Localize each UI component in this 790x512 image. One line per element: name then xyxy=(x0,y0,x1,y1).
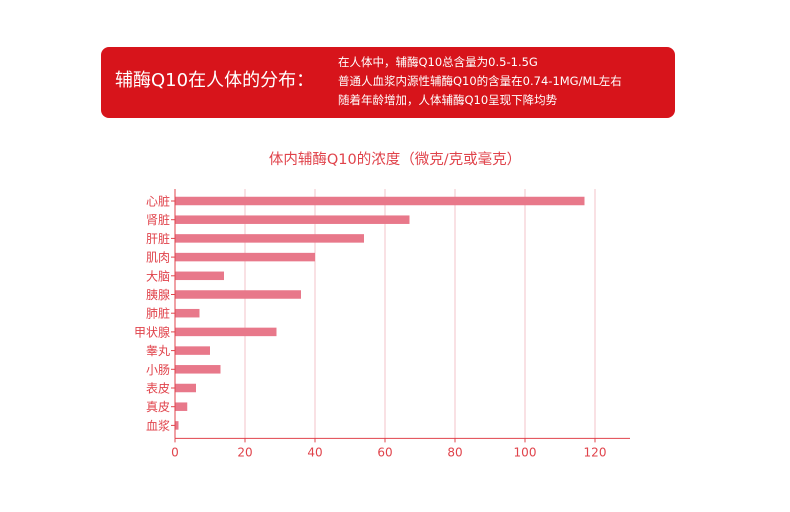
banner-line: 随着年龄增加，人体辅酶Q10呈现下降均势 xyxy=(338,93,558,107)
banner-title: 辅酶Q10在人体的分布： xyxy=(115,70,315,91)
category-label: 小肠 xyxy=(146,363,170,377)
x-tick-label: 0 xyxy=(171,445,179,459)
bar xyxy=(175,365,221,374)
banner-line: 在人体中，辅酶Q10总含量为0.5-1.5G xyxy=(338,55,538,69)
category-label: 大脑 xyxy=(146,269,170,283)
x-tick-label: 60 xyxy=(377,445,392,459)
bar xyxy=(175,383,196,393)
category-label: 肝脏 xyxy=(146,231,170,246)
chart-title: 体内辅酶Q10的浓度（微克/克或毫克） xyxy=(268,152,522,168)
bar xyxy=(175,271,224,281)
banner-text: 在人体中，辅酶Q10总含量为0.5-1.5G 普通人血浆内源性辅酶Q10的含量在… xyxy=(338,53,622,110)
x-tick-label: 120 xyxy=(584,445,607,459)
x-tick-label: 40 xyxy=(307,445,322,459)
category-label: 肌肉 xyxy=(146,251,170,265)
category-label: 睾丸 xyxy=(146,343,170,358)
category-label: 肺脏 xyxy=(146,306,170,321)
category-label: 肾脏 xyxy=(146,212,170,227)
bar xyxy=(175,215,410,224)
labels: 0 20 40 60 80 100 120 心脏肾脏肝脏肌肉大脑胰腺肺脏甲状腺睾丸小肠表皮真皮… xyxy=(134,194,606,460)
category-label: 真皮 xyxy=(146,400,170,414)
grid-lines xyxy=(244,189,596,439)
info-banner: 辅酶Q10在人体的分布： 在人体中，辅酶Q10总含量为0.5-1.5G 普通人血… xyxy=(101,47,675,118)
banner-line: 普通人血浆内源性辅酶Q10的含量在0.74-1MG/ML左右 xyxy=(338,74,622,88)
bar xyxy=(175,308,200,318)
bar xyxy=(175,421,179,430)
category-label: 甲状腺 xyxy=(134,325,170,339)
x-tick-label: 80 xyxy=(447,445,462,459)
bar xyxy=(175,346,210,355)
bar xyxy=(175,234,364,243)
bar xyxy=(175,402,188,411)
bars xyxy=(175,196,585,430)
bar xyxy=(175,252,315,262)
x-tick-label: 100 xyxy=(514,445,537,459)
category-label: 心脏 xyxy=(146,194,170,209)
category-label: 血浆 xyxy=(146,418,170,433)
x-tick-label: 20 xyxy=(237,445,252,459)
axes xyxy=(171,189,630,443)
category-label: 表皮 xyxy=(146,382,170,396)
bar xyxy=(175,196,585,206)
category-label: 胰腺 xyxy=(146,288,170,302)
bar xyxy=(175,290,301,299)
bar xyxy=(175,327,277,337)
